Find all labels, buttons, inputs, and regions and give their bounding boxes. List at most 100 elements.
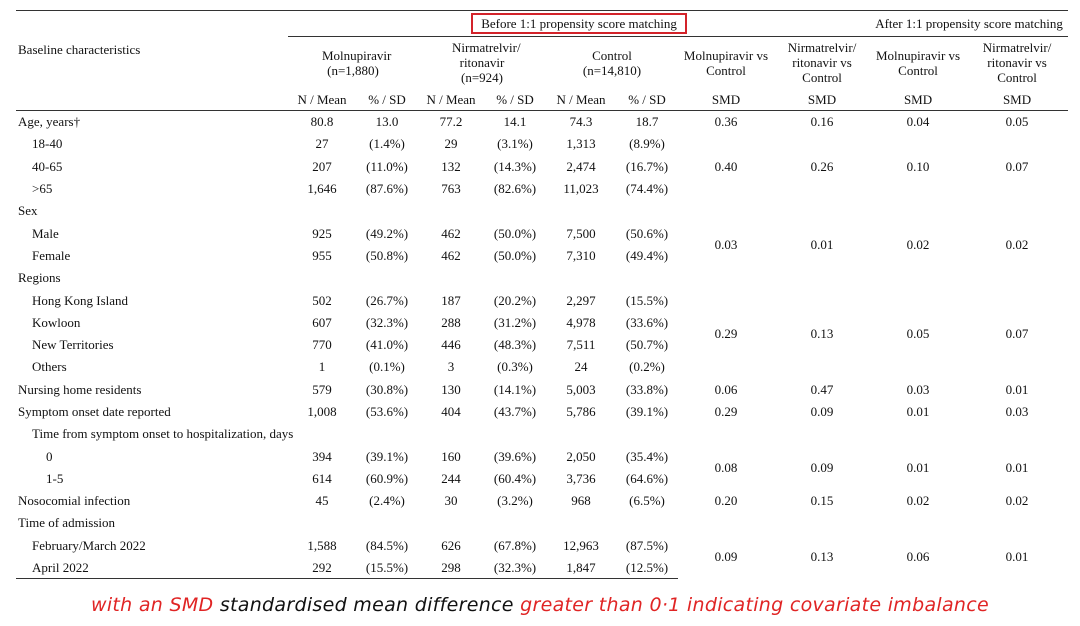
cell-value: (26.7%) [365,292,409,308]
cell-value: (84.5%) [365,537,409,553]
cell-value: (35.4%) [625,448,669,464]
cell-value: 11,023 [563,181,599,197]
empty-cell [288,200,1068,222]
cell-value: (50.6%) [625,225,669,241]
cell-value: (39.6%) [493,448,537,464]
cell-value: (15.5%) [356,556,418,580]
cell-value: 14.1 [503,114,527,130]
cell-value: 955 [312,247,332,263]
cell-value: 7,310 [566,247,596,263]
cell-value: (32.3%) [365,314,409,330]
smd-value: 0.09 [714,548,738,564]
cell-value: 160 [441,448,461,464]
cell-value: (15.5%) [625,292,669,308]
row-label: 0 [46,448,53,464]
row-label: Symptom onset date reported [18,404,171,419]
smd-value: 0.47 [810,381,834,397]
caption-part-2: standardised mean difference [219,594,514,616]
cell-value: (41.0%) [365,337,409,353]
cell-value: 1,588 [307,537,337,553]
cell-value: (60.4%) [493,470,537,486]
table-row: New Territories 770 (41.0%) 446 (48.3%) … [16,333,1068,355]
table-row: 0 394 (39.1%) 160 (39.6%) 2,050 (35.4%) … [16,445,1068,475]
cell-value: 5,786 [566,404,596,419]
table-row: February/March 2022 1,588 (84.5%) 626 (6… [16,534,1068,564]
row-label: Time of admission [18,515,116,531]
row-label: Sex [18,203,38,219]
table-row: Kowloon 607 (32.3%) 288 (31.2%) 4,978 (3… [16,311,1068,333]
smd-value: 0.06 [714,381,738,397]
cell-value: (60.9%) [365,470,409,486]
header-blank [16,88,288,111]
cell-value: 763 [441,181,461,197]
cell-value: (6.5%) [629,493,665,509]
before-matching-highlight: Before 1:1 propensity score matching [471,13,687,34]
cell-value: (1.4%) [369,136,405,152]
smd-value: 0.02 [1005,236,1029,252]
cell-value: (39.1%) [365,448,409,464]
cell-value: 1 [318,359,326,375]
cell-value: 288 [441,314,461,330]
table-row: 40-65 207 (11.0%) 132 (14.3%) 2,474 (16.… [16,155,1068,177]
cell-value: (50.7%) [625,337,669,353]
caption-part-1: with an SMD [91,594,214,616]
smd-value: 0.40 [714,158,738,174]
header-after-nir-vs-control: Nirmatrelvir/ ritonavir vs Control [982,40,1052,86]
row-label: Age, years† [18,114,81,130]
cell-value: (49.4%) [625,247,669,263]
sub-smd: SMD [870,88,967,111]
cell-value: 2,474 [566,158,596,174]
header-before-matching: Before 1:1 propensity score matching [288,10,871,37]
smd-value: 0.01 [810,236,834,252]
smd-value: 0.04 [906,114,930,130]
smd-value: 0.15 [810,493,834,509]
cell-value: 298 [418,556,484,580]
smd-value: 0.07 [1005,325,1029,341]
smd-value: 0.05 [1005,114,1029,130]
row-label: 18-40 [32,136,63,152]
table-row: 18-40 27 (1.4%) 29 (3.1%) 1,313 (8.9%) 0… [16,133,1068,173]
header-control: Control (n=14,810) [582,47,642,78]
table-row: 1-5 614 (60.9%) 244 (60.4%) 3,736 (64.6%… [16,467,1068,489]
header-nirmatrelvir: Nirmatrelvir/ ritonavir (n=924) [452,40,521,86]
sub-smd: SMD [678,88,774,111]
annotation-caption: with an SMD standardised mean difference… [0,594,1080,616]
table-row: Symptom onset date reported 1,008 (53.6%… [16,400,1068,422]
header-before-nir-vs-control: Nirmatrelvir/ ritonavir vs Control [787,40,857,86]
smd-value: 0.06 [906,548,930,564]
cell-value: (20.2%) [493,292,537,308]
cell-value: (53.6%) [365,404,409,419]
cell-value: (0.3%) [497,359,533,375]
cell-value: 607 [312,314,332,330]
cell-value: (0.1%) [369,359,405,375]
cell-value: 244 [441,470,461,486]
row-label: April 2022 [16,556,288,580]
sub-pct-sd: % / SD [356,88,418,111]
smd-value: 0.29 [714,325,738,341]
cell-value: 614 [312,470,332,486]
cell-value: (74.4%) [625,181,669,197]
cell-value: (87.5%) [625,537,669,553]
smd-value: 0.16 [810,114,834,130]
cell-value: 80.8 [310,114,334,130]
cell-value: (31.2%) [493,314,537,330]
cell-value: 462 [441,225,461,241]
cell-value: 74.3 [569,114,593,130]
smd-value: 0.01 [1005,459,1029,475]
cell-value: 1,313 [566,136,596,152]
cell-value: (50.8%) [365,247,409,263]
cell-value: 446 [441,337,461,353]
empty-cell [288,512,1068,534]
smd-value: 0.03 [1005,404,1029,419]
cell-value: 132 [441,158,461,174]
row-label: Nursing home residents [18,381,142,397]
cell-value: 7,500 [566,225,596,241]
row-label: Male [32,225,59,241]
smd-value: 0.05 [906,325,930,341]
cell-value: 968 [571,493,591,509]
cell-value: (87.6%) [365,181,409,197]
cell-value: (3.2%) [497,493,533,509]
cell-value: (3.1%) [497,136,533,152]
row-label: Kowloon [32,314,81,330]
cell-value: (50.0%) [493,225,537,241]
